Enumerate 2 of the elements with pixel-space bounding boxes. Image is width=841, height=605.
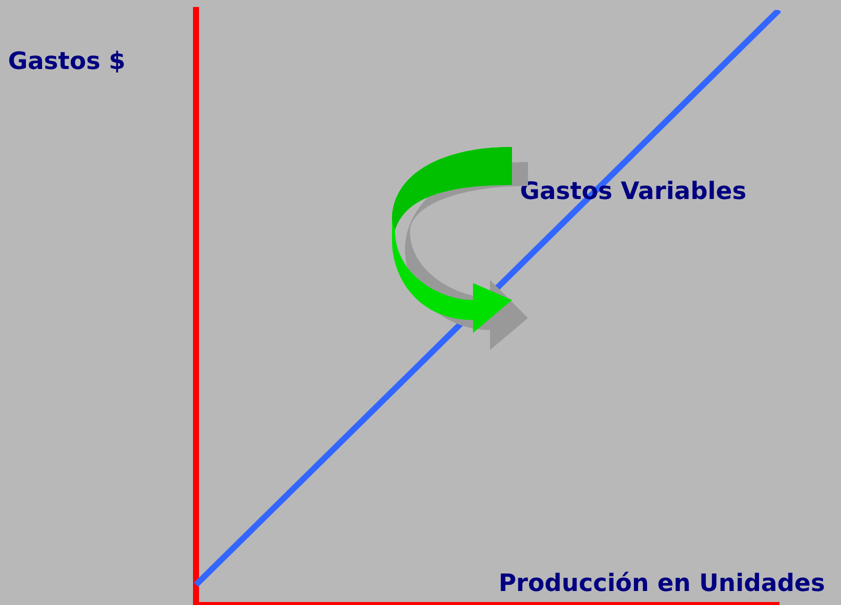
x-axis-title: Producción en Unidades bbox=[498, 569, 825, 598]
y-axis-title: Gastos $ bbox=[8, 47, 126, 76]
